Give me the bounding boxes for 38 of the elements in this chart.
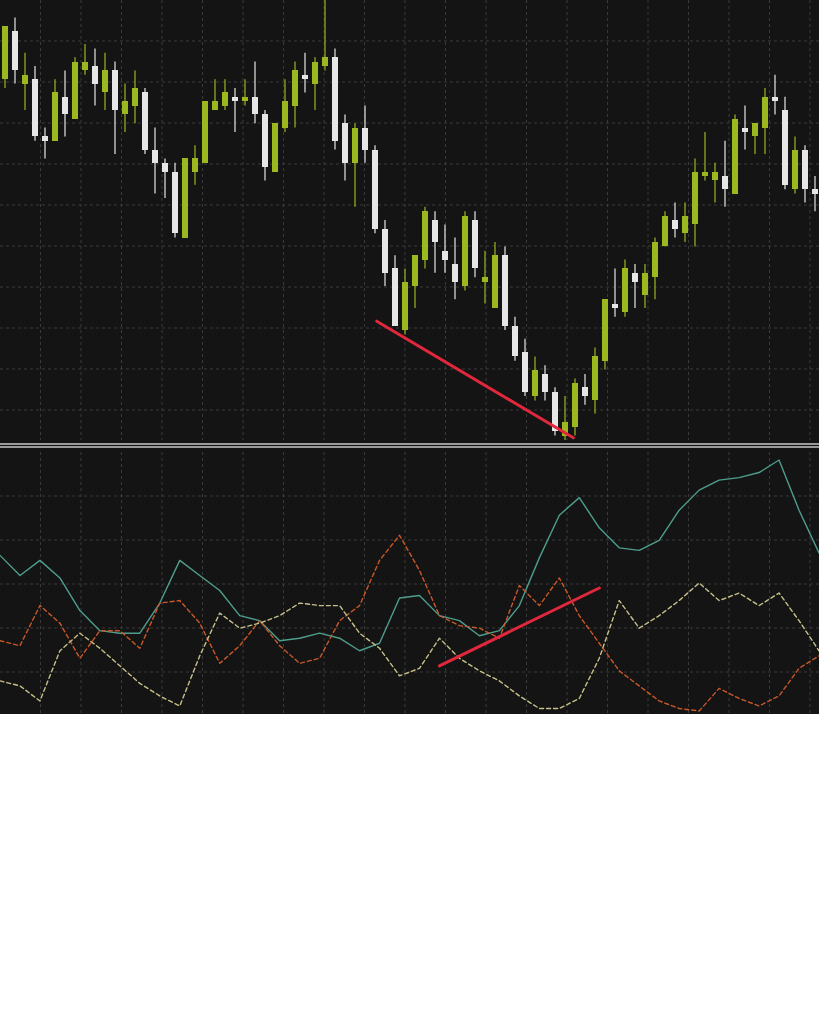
candlestick (582, 373, 588, 406)
candlestick (812, 175, 818, 212)
candlestick (712, 162, 718, 203)
candlestick (42, 127, 48, 159)
candlestick (642, 263, 648, 309)
candlestick (742, 105, 748, 151)
candlestick (232, 87, 238, 133)
candlestick (212, 78, 218, 111)
candlestick (192, 144, 198, 186)
candlestick (242, 78, 248, 107)
candlestick (432, 210, 438, 274)
candlestick (22, 52, 28, 111)
candlestick (672, 201, 678, 239)
candlestick (452, 237, 458, 300)
candlestick (82, 43, 88, 76)
candlestick (442, 223, 448, 274)
candlestick (92, 47, 98, 107)
candlestick (752, 122, 758, 155)
candlestick (162, 157, 168, 199)
candlestick (102, 52, 108, 111)
candlestick (542, 364, 548, 401)
candlestick (322, 0, 328, 71)
candlestick (362, 105, 368, 164)
candlestick (62, 69, 68, 137)
candlestick (252, 61, 258, 124)
candlestick (302, 52, 308, 93)
candlestick (702, 131, 708, 181)
candlestick (722, 140, 728, 208)
candlestick (132, 69, 138, 124)
candlestick (312, 56, 318, 111)
candlestick (632, 263, 638, 309)
candlestick (222, 78, 228, 111)
candlestick (122, 83, 128, 133)
candlestick (152, 127, 158, 195)
candlestick (682, 201, 688, 243)
candlestick (772, 74, 778, 115)
candlestick (612, 267, 618, 318)
candlestick (482, 250, 488, 305)
